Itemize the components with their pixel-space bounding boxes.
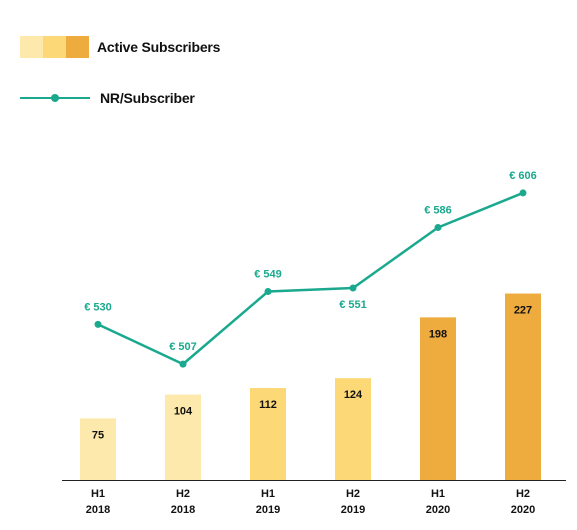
legend-bars: Active Subscribers	[20, 36, 220, 58]
bar-3	[335, 378, 371, 480]
x-tick-label-5-line1: H2	[516, 488, 530, 500]
x-tick-label-5-line2: 2020	[511, 504, 535, 516]
nr-point-5	[519, 189, 527, 197]
x-tick-label-2-line2: 2019	[256, 504, 280, 516]
nr-label-3: € 551	[339, 299, 367, 311]
nr-label-5: € 606	[509, 170, 537, 182]
bar-label-4: 198	[429, 328, 447, 340]
nr-label-1: € 507	[169, 341, 197, 353]
bar-label-0: 75	[92, 429, 104, 441]
bar-2	[250, 388, 286, 480]
nr-point-4	[434, 224, 442, 232]
nr-label-0: € 530	[84, 301, 112, 313]
legend-swatch-dark	[66, 36, 89, 58]
legend-line-label: NR/Subscriber	[100, 90, 195, 106]
nr-point-0	[94, 320, 102, 328]
bar-0	[80, 418, 116, 480]
bar-1	[165, 394, 201, 480]
bar-label-2: 112	[259, 399, 277, 411]
nr-label-2: € 549	[254, 269, 282, 281]
legend-line-marker	[51, 94, 59, 102]
x-tick-label-4-line1: H1	[431, 488, 445, 500]
legend-line: NR/Subscriber	[20, 90, 195, 106]
x-tick-label-3-line2: 2019	[341, 504, 365, 516]
x-tick-label-1-line1: H2	[176, 488, 190, 500]
x-tick-label-2-line1: H1	[261, 488, 275, 500]
nr-point-3	[349, 284, 357, 292]
x-tick-label-0-line1: H1	[91, 488, 105, 500]
x-tick-label-4-line2: 2020	[426, 504, 450, 516]
bar-4	[420, 317, 456, 480]
bar-5	[505, 293, 541, 480]
bar-label-3: 124	[344, 389, 363, 401]
nr-point-2	[264, 288, 272, 296]
legend-swatch-medium	[43, 36, 66, 58]
nr-line	[97, 191, 524, 366]
x-tick-label-3-line1: H2	[346, 488, 360, 500]
bar-label-5: 227	[514, 305, 532, 317]
legend-line-key	[20, 91, 90, 105]
nr-point-1	[179, 360, 187, 368]
legend-swatch-light	[20, 36, 43, 58]
x-tick-label-1-line2: 2018	[171, 504, 195, 516]
x-tick-label-0-line2: 2018	[86, 504, 110, 516]
nr-label-4: € 586	[424, 205, 452, 217]
legend-bars-swatches	[20, 36, 89, 58]
legend-bars-label: Active Subscribers	[97, 39, 221, 55]
bar-label-1: 104	[174, 406, 193, 418]
